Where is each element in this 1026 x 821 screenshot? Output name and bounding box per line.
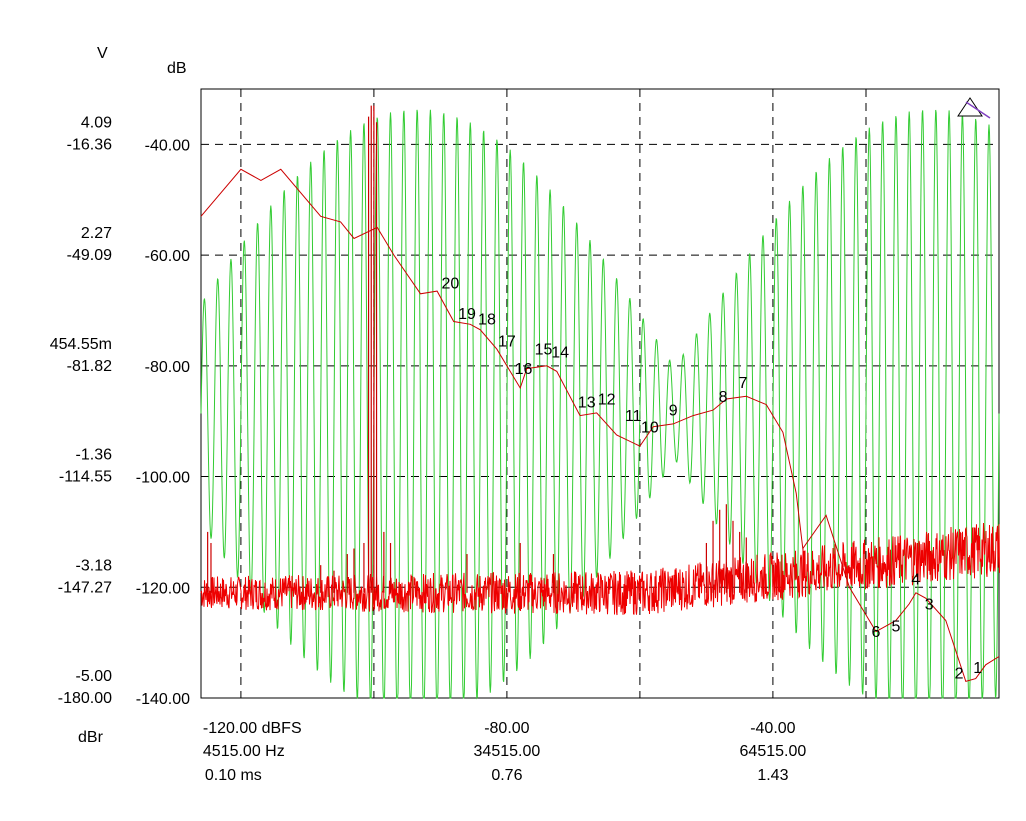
x-tick-labels: -120.00 dBFS 4515.00 Hz 0.10 ms -80.00 34515… bbox=[203, 720, 806, 784]
point-label: 15 bbox=[535, 342, 553, 359]
x-tick-label-hz: 34515.00 bbox=[474, 743, 541, 760]
x-tick-label-hz: 4515.00 Hz bbox=[203, 743, 285, 760]
point-label: 7 bbox=[739, 375, 748, 392]
y-tick-label-db: -60.00 bbox=[145, 248, 190, 265]
point-label: 16 bbox=[515, 361, 533, 378]
y-tick-label-dbr: -114.55 bbox=[59, 469, 112, 486]
point-label: 19 bbox=[458, 306, 476, 323]
point-label: 18 bbox=[478, 311, 496, 328]
red-trace bbox=[200, 168, 1000, 683]
red-noise-floor bbox=[200, 522, 1000, 616]
point-label: 8 bbox=[719, 389, 728, 406]
y-tick-label-dbr: -147.27 bbox=[58, 579, 112, 596]
y-tick-label-dbr: -49.09 bbox=[67, 247, 112, 264]
y-tick-label-db: -80.00 bbox=[145, 359, 190, 376]
y-tick-label-dbr: -180.00 bbox=[58, 690, 112, 707]
green-trace bbox=[200, 109, 1000, 700]
y-tick-label-db: -40.00 bbox=[145, 137, 190, 154]
point-label: 13 bbox=[578, 394, 596, 411]
point-label: 3 bbox=[925, 596, 934, 613]
point-label: 2 bbox=[955, 666, 964, 683]
x-tick-label-ms: 1.43 bbox=[757, 767, 788, 784]
point-label: 12 bbox=[598, 392, 616, 409]
y-tick-label-db: -100.00 bbox=[136, 470, 190, 487]
triangle-icon[interactable] bbox=[957, 97, 991, 119]
point-label: 4 bbox=[911, 572, 920, 589]
y-tick-label-v: -1.36 bbox=[76, 447, 113, 464]
x-tick-label-dbfs: -40.00 bbox=[750, 720, 795, 737]
point-label: 17 bbox=[498, 333, 516, 350]
left-axis-unit-dbr: dBr bbox=[78, 729, 104, 746]
y-tick-label-db: -120.00 bbox=[136, 580, 190, 597]
point-label: 1 bbox=[973, 660, 982, 677]
y-tick-label-v: 2.27 bbox=[81, 225, 112, 242]
red-spikes bbox=[207, 105, 747, 593]
x-tick-label-dbfs: -80.00 bbox=[484, 720, 529, 737]
point-label: 14 bbox=[551, 345, 569, 362]
point-label: 5 bbox=[891, 619, 900, 636]
point-label: 11 bbox=[625, 408, 642, 425]
y-tick-label-v: 4.09 bbox=[81, 114, 112, 131]
y-tick-labels: -40.00 4.09 -16.36 -60.00 2.27 -49.09 -80.00 45… bbox=[50, 114, 190, 708]
primary-axis-unit-db: dB bbox=[167, 60, 187, 77]
y-tick-label-dbr: -16.36 bbox=[67, 136, 112, 153]
y-tick-label-db: -140.00 bbox=[136, 691, 190, 708]
y-tick-label-dbr: -81.82 bbox=[67, 358, 112, 375]
y-tick-label-v: -3.18 bbox=[76, 557, 113, 574]
left-axis-unit-v: V bbox=[97, 45, 108, 62]
x-tick-label-ms: 0.76 bbox=[491, 767, 522, 784]
x-tick-label-dbfs: -120.00 dBFS bbox=[203, 720, 302, 737]
point-label: 20 bbox=[441, 275, 459, 292]
point-label: 9 bbox=[669, 403, 678, 420]
x-tick-label-ms: 0.10 ms bbox=[205, 767, 262, 784]
point-label: 6 bbox=[872, 624, 881, 641]
y-tick-label-v: 454.55m bbox=[50, 336, 112, 353]
x-tick-label-hz: 64515.00 bbox=[740, 743, 807, 760]
point-label: 10 bbox=[641, 419, 659, 436]
y-tick-label-v: -5.00 bbox=[76, 668, 113, 685]
